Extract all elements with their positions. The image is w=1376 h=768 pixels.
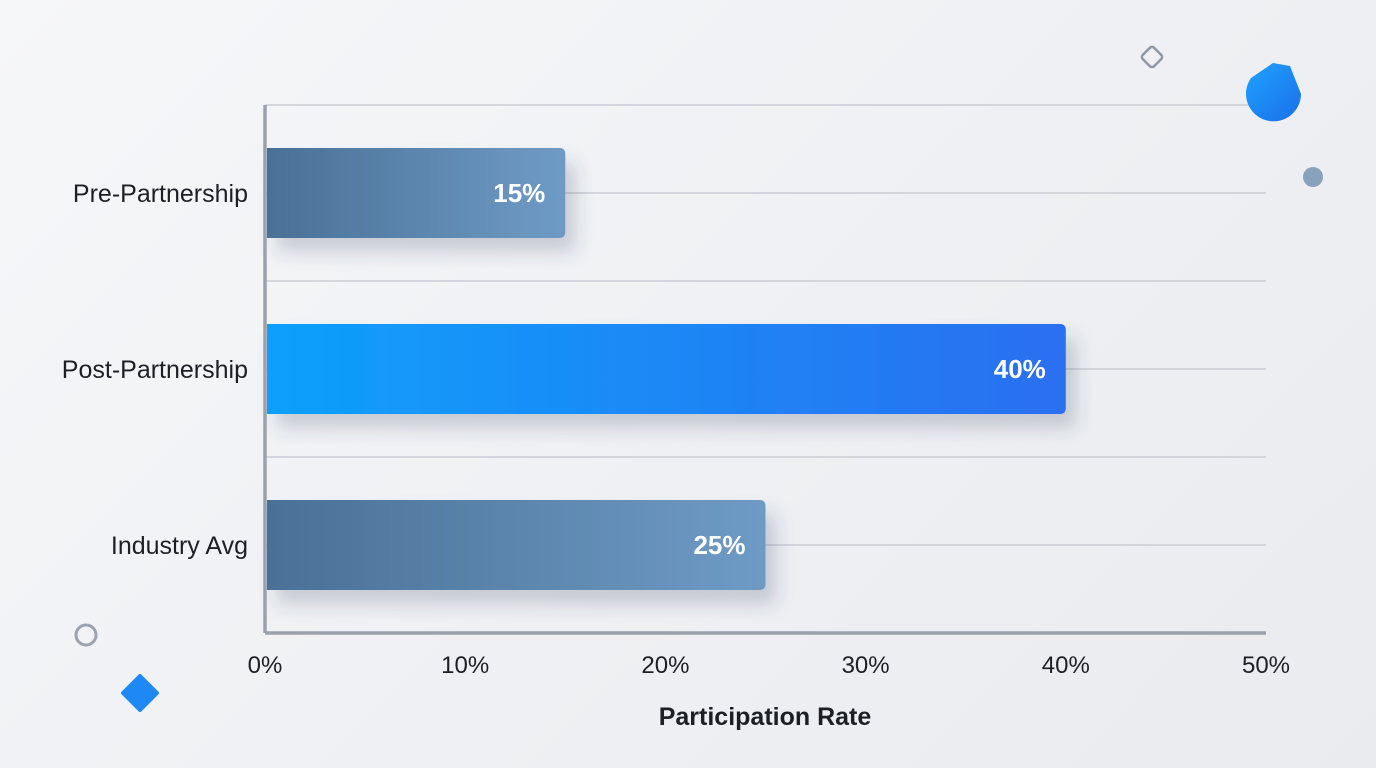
bar-group: 15%: [267, 148, 566, 238]
decorations: [74, 45, 1323, 712]
axes: [263, 105, 1266, 635]
bar-group: 25%: [267, 500, 766, 590]
outline-circle-icon: [74, 623, 98, 647]
bar-industry-avg: [267, 500, 766, 590]
gray-dot-icon: [1303, 167, 1323, 187]
category-label: Post-Partnership: [62, 356, 248, 384]
bar-value-label: 25%: [693, 530, 745, 560]
outline-diamond-icon: [1140, 45, 1164, 69]
bar-post-partnership: [267, 324, 1066, 414]
category-labels: Pre-Partnership Post-Partnership Industry …: [62, 180, 248, 560]
blue-drop-icon: [1246, 63, 1301, 122]
category-label: Pre-Partnership: [73, 180, 248, 208]
x-tick-labels: 0% 10% 20% 30% 40% 50%: [248, 652, 1290, 679]
bar-value-label: 40%: [994, 354, 1046, 384]
x-tick-label: 10%: [441, 652, 489, 679]
x-tick-label: 50%: [1242, 652, 1290, 679]
blue-diamond-icon: [121, 674, 159, 712]
bar-pre-partnership: [267, 148, 566, 238]
x-axis-title: Participation Rate: [659, 703, 872, 731]
bar-group: 40%: [267, 324, 1066, 414]
x-tick-label: 40%: [1042, 652, 1090, 679]
x-tick-label: 20%: [641, 652, 689, 679]
x-tick-label: 0%: [248, 652, 283, 679]
bar-value-label: 15%: [493, 178, 545, 208]
category-label: Industry Avg: [111, 532, 248, 560]
x-tick-label: 30%: [842, 652, 890, 679]
bars: 15% 40% 25%: [267, 148, 1066, 590]
